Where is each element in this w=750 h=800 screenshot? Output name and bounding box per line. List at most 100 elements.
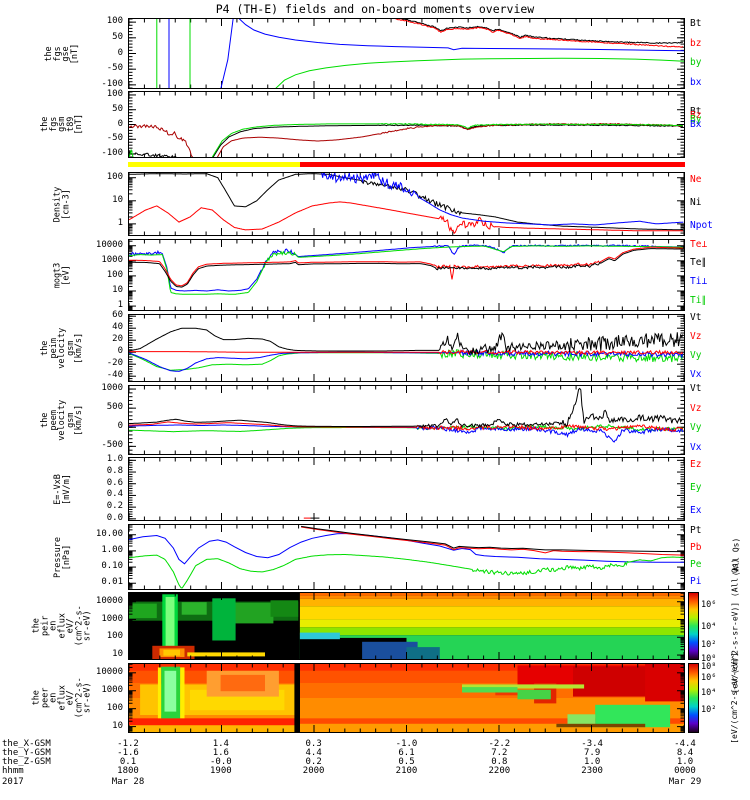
- y-axis-label: the peir en eflux eV/ (cm^2-s- sr-eV): [31, 605, 93, 647]
- series-Vx: [129, 349, 684, 372]
- y-tick-label: -20: [106, 358, 123, 369]
- y-tick-label: 0.6: [106, 477, 123, 488]
- ytick-labels-peer-en-eflux: 10000 1000 100 10: [0, 663, 123, 733]
- axis-row-label-2: the_Z-GSM: [2, 757, 51, 767]
- ytick-labels-pressure: 10.00 1.00 0.10 0.01: [0, 524, 123, 590]
- y-tick-label: 1: [117, 217, 123, 228]
- legend-peem-velocity-Vt: Vt: [690, 383, 702, 395]
- plot-title: P4 (TH-E) fields and on-board moments ov…: [215, 2, 535, 16]
- y-tick-label: 500: [106, 402, 123, 413]
- panel-pressure: [128, 524, 685, 590]
- panel-peim-velocity: [128, 314, 685, 382]
- y-tick-label: 10000: [95, 595, 123, 606]
- plot-area-density: [129, 173, 684, 235]
- axis-value-c5-r2: 1.0: [584, 757, 601, 767]
- panel-mogt3: [128, 239, 685, 311]
- axis-value-c2-r3: 2000: [302, 766, 325, 776]
- axis-value-c3-r3: 2100: [395, 766, 418, 776]
- legend-pressure-Pe: Pe: [690, 558, 702, 570]
- legend-peem-velocity-Vz: Vz: [690, 402, 702, 414]
- legend-efield-Ex: Ex: [690, 504, 702, 516]
- series-Pt: [301, 525, 684, 553]
- axis-value-c0-r3: 1800: [117, 766, 139, 776]
- panel-peir-en-eflux: [128, 592, 685, 660]
- y-tick-label: 50: [112, 31, 123, 42]
- axis-value-c6-r1: 8.4: [676, 748, 694, 758]
- plot-area-efield: [129, 458, 684, 520]
- panel-density: [128, 172, 685, 236]
- axis-row-label-1: the_Y-GSM: [2, 748, 51, 758]
- y-tick-label: -500: [101, 440, 123, 451]
- series-Ti-par: [129, 245, 683, 295]
- plot-area-peem-velocity: [129, 386, 684, 454]
- series-Ti-perp: [129, 244, 683, 292]
- legend-fgs-gse-by: by: [690, 57, 702, 69]
- y-tick-label: 10000: [95, 666, 123, 677]
- y-tick-label: -50: [106, 63, 123, 74]
- ytick-labels-fgs-gse: 100 50 0 -50 -100: [0, 17, 123, 89]
- colorbar-tick-peer-colorbar: 10²: [701, 704, 717, 715]
- legend-peim-velocity-Vx: Vx: [690, 369, 702, 381]
- y-tick-label: 0: [117, 118, 123, 129]
- colorbar-tick-peer-colorbar: 10⁸: [701, 661, 717, 672]
- colorbar-tick-peer-colorbar: 10⁴: [701, 688, 717, 699]
- series-by: [275, 57, 684, 88]
- y-axis-label: Density [cm-3]: [52, 186, 71, 222]
- plot-area-fgs-gse: [129, 19, 684, 88]
- colorbar-peer-colorbar: [688, 663, 699, 733]
- legend-peem-velocity-Vy: Vy: [690, 422, 702, 434]
- colorbar-peir-colorbar: [688, 592, 699, 660]
- y-tick-label: 40: [112, 322, 123, 333]
- ytick-labels-efield: 1.0 0.8 0.6 0.4 0.2 0.0: [0, 455, 123, 523]
- ylabel-wrap-fgs-gse: the fgs gse [nT]: [22, 18, 102, 89]
- y-tick-label: 0.0: [106, 512, 123, 523]
- axis-value-c2-r2: 0.2: [305, 757, 322, 767]
- y-tick-label: 100: [106, 171, 123, 182]
- axis-value-c4-r0: -2.2: [488, 739, 511, 749]
- y-tick-label: 1000: [101, 383, 123, 394]
- y-axis-label: E=-VxB [mV/m]: [52, 473, 72, 505]
- y-tick-label: 0.4: [106, 489, 123, 500]
- axis-value-c1-r3: 1900: [210, 766, 232, 776]
- axis-value-c6-r3: 0000: [674, 766, 696, 776]
- axis-value-c3-r1: 6.1: [398, 748, 415, 758]
- y-axis-label: mogt3 [eV]: [52, 262, 72, 288]
- y-tick-label: 10: [112, 284, 123, 295]
- colorbar-unit-label: [eV/(cm^2-s-sr-eV)]: [730, 652, 740, 744]
- y-tick-label: 0.10: [101, 561, 123, 572]
- colorbar-tick-peir-colorbar: 10⁴: [701, 621, 717, 632]
- axis-value-c5-r1: 7.9: [584, 748, 601, 758]
- series-Vt: [129, 327, 684, 356]
- axis-value-c6-r0: -4.4: [674, 739, 696, 749]
- y-tick-label: -40: [106, 370, 123, 381]
- y-axis-label: Pressure [nPa]: [52, 536, 71, 578]
- status-bar: [128, 162, 685, 167]
- ytick-labels-peir-en-eflux: 10000 1000 100 10: [0, 592, 123, 660]
- series-Npot: [321, 173, 684, 226]
- y-tick-label: 100: [106, 269, 123, 280]
- y-tick-label: 0.8: [106, 466, 123, 477]
- axis-value-c5-r0: -3.4: [581, 739, 603, 749]
- legend-fgs-gsm-t89-Bt: Bt: [690, 106, 702, 118]
- legend-pressure-Pb: Pb: [690, 541, 702, 553]
- plot-area-peir-en-eflux: [129, 593, 684, 659]
- legend-fgs-gse-Bt: Bt: [690, 17, 702, 29]
- y-tick-label: 50: [112, 103, 123, 114]
- legend-density-Ni: Ni: [690, 196, 702, 208]
- plot-area-peer-en-eflux: [129, 664, 684, 732]
- status-bar-segment-1: [300, 162, 685, 167]
- panel-fgs-gsm-t89: [128, 91, 685, 158]
- ylabel-wrap-peem-velocity: the peem velocity gsm [km/s]: [22, 385, 102, 455]
- panel-fgs-gse: [128, 18, 685, 89]
- legend-density-Ne: Ne: [690, 173, 702, 185]
- y-tick-label: 1000: [101, 684, 123, 695]
- y-axis-label: the peer en eflux eV/ (cm^2-s- sr-eV): [31, 677, 93, 719]
- legend-mogt3-Te⊥: Te⊥: [690, 238, 708, 250]
- series-Bz-darkred: [129, 122, 684, 157]
- axis-value-c0-r1: -1.6: [117, 748, 139, 758]
- series-Vz: [129, 349, 684, 356]
- ytick-labels-mogt3: 10000 1000 100 10 1: [0, 239, 123, 311]
- axis-value-c1-r0: 1.4: [212, 739, 229, 749]
- axis-row-label-4: 2017: [2, 777, 24, 787]
